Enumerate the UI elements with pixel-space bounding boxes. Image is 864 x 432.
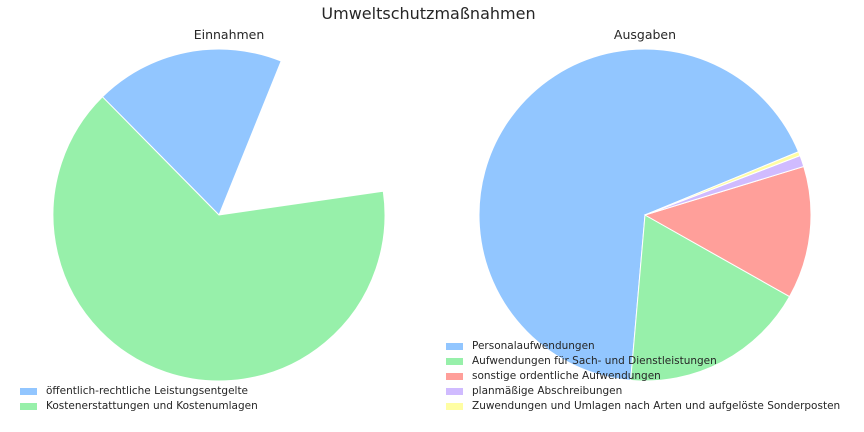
- legend-label: planmäßige Abschreibungen: [472, 385, 623, 397]
- chart-title: Umweltschutzmaßnahmen: [321, 4, 536, 23]
- legend-swatch: [446, 388, 463, 395]
- legend-label: Aufwendungen für Sach- und Dienstleistun…: [472, 355, 717, 367]
- legend-item-kostenerstattungen-und-kostenumlagen: Kostenerstattungen und Kostenumlagen: [20, 399, 258, 414]
- pie-title-ausgaben: Ausgaben: [613, 27, 677, 42]
- legend-label: Zuwendungen und Umlagen nach Arten und a…: [472, 400, 841, 412]
- legend-item-aufwendungen-für-sach-und-dienstleistungen: Aufwendungen für Sach- und Dienstleistun…: [446, 354, 840, 369]
- legend-label: Kostenerstattungen und Kostenumlagen: [46, 400, 258, 412]
- legend-item-planmäßige-abschreibungen: planmäßige Abschreibungen: [446, 384, 840, 399]
- legend-swatch: [446, 343, 463, 350]
- pie-slice-aufwendungen-für-sach-und-dienstleistungen: [630, 214, 791, 382]
- legend-swatch: [20, 403, 37, 410]
- legend-swatch: [20, 388, 37, 395]
- pie-slice-sonstige-ordentliche-aufwendungen: [643, 165, 812, 298]
- legend-swatch: [446, 373, 463, 380]
- legend-label: Personalaufwendungen: [472, 340, 595, 352]
- pie-title-einnahmen: Einnahmen: [193, 27, 265, 42]
- legend-label: sonstige ordentliche Aufwendungen: [472, 370, 661, 382]
- legend-einnahmen: öffentlich-rechtliche Leistungsentgelte K…: [20, 384, 258, 414]
- legend-swatch: [446, 358, 463, 365]
- legend-item-personalaufwendungen: Personalaufwendungen: [446, 339, 840, 354]
- pie-ausgaben: [478, 48, 812, 382]
- legend-swatch: [446, 403, 463, 410]
- pie-slice-kostenerstattungen-und-kostenumlagen: [52, 96, 386, 382]
- legend-item-sonstige-ordentliche-aufwendungen: sonstige ordentliche Aufwendungen: [446, 369, 840, 384]
- legend-item-zuwendungen-und-umlagen-nach-arten-und-aufgelöste-sonderposten: Zuwendungen und Umlagen nach Arten und a…: [446, 399, 840, 414]
- pie-einnahmen: [52, 48, 386, 382]
- legend-ausgaben: Personalaufwendungen Aufwendungen für Sac…: [446, 339, 840, 414]
- legend-item-öffentlich-rechtliche-leistungsentgelte: öffentlich-rechtliche Leistungsentgelte: [20, 384, 258, 399]
- pie-slice-zuwendungen-und-umlagen-nach-arten-und-aufgelöste-sonderposten: [644, 151, 801, 216]
- pie-slice-personalaufwendungen: [478, 48, 800, 381]
- legend-label: öffentlich-rechtliche Leistungsentgelte: [46, 385, 249, 397]
- pie-slice-öffentlich-rechtliche-leistungsentgelte: [101, 48, 282, 216]
